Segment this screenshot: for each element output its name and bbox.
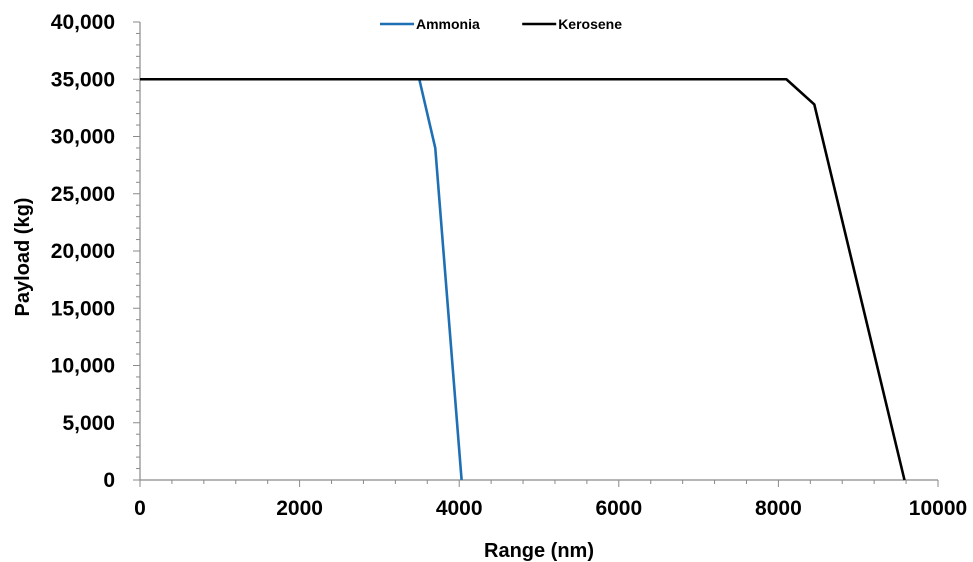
legend-label: Ammonia bbox=[416, 16, 480, 32]
series-lines bbox=[140, 77, 906, 481]
x-ticks: 0 2000 4000 6000 8000 10000 bbox=[134, 480, 967, 520]
y-axis-title: Payload (kg) bbox=[12, 198, 34, 317]
y-tick-label: 35,000 bbox=[51, 68, 115, 91]
legend-item-kerosene: Kerosene bbox=[522, 16, 622, 32]
legend-label: Kerosene bbox=[558, 16, 622, 32]
x-axis-title: Range (nm) bbox=[484, 540, 594, 562]
series-line-ammonia bbox=[140, 77, 463, 481]
series-line-kerosene bbox=[140, 77, 906, 481]
x-tick-label: 2000 bbox=[276, 497, 323, 520]
y-tick-label: 20,000 bbox=[51, 240, 115, 263]
y-tick-label: 10,000 bbox=[51, 355, 115, 378]
legend-item-ammonia: Ammonia bbox=[380, 16, 480, 32]
y-tick-label: 30,000 bbox=[51, 126, 115, 149]
legend: Ammonia Kerosene bbox=[380, 16, 622, 32]
x-tick-label: 10000 bbox=[909, 497, 967, 520]
y-tick-label: 25,000 bbox=[51, 183, 115, 206]
y-tick-label: 40,000 bbox=[51, 11, 115, 34]
axes: 0 5,000 10,000 15,000 20,000 25,000 30,000 35,0… bbox=[51, 11, 967, 520]
x-tick-label: 8000 bbox=[755, 497, 802, 520]
x-tick-label: 0 bbox=[134, 497, 146, 520]
y-ticks: 0 5,000 10,000 15,000 20,000 25,000 30,000 35,0… bbox=[51, 11, 140, 492]
y-tick-label: 5,000 bbox=[62, 412, 115, 435]
x-tick-label: 6000 bbox=[595, 497, 642, 520]
y-tick-label: 0 bbox=[103, 469, 115, 492]
x-tick-label: 4000 bbox=[436, 497, 483, 520]
y-tick-label: 15,000 bbox=[51, 297, 115, 320]
